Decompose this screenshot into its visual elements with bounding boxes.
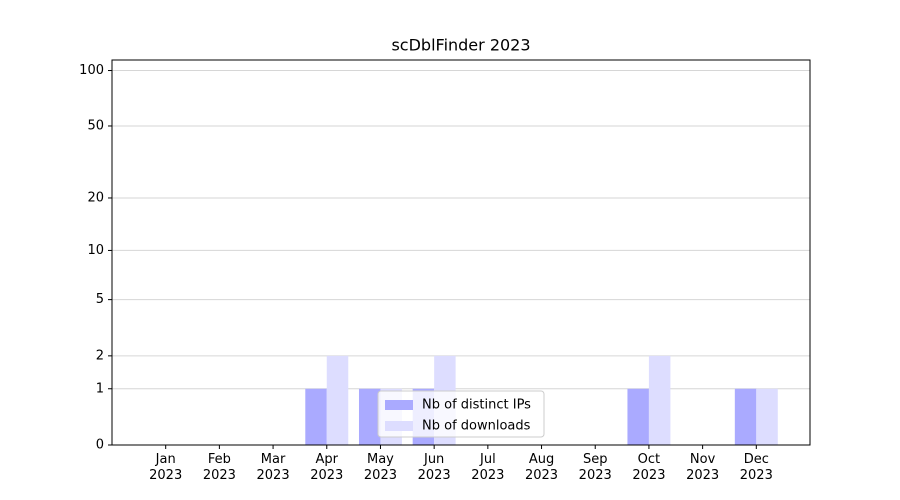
- legend: Nb of distinct IPs Nb of downloads: [377, 390, 545, 438]
- bar: [756, 388, 778, 445]
- bar: [305, 388, 327, 445]
- x-tick-label: Feb 2023: [202, 452, 236, 483]
- x-tick-label: Jan 2023: [149, 452, 183, 483]
- legend-swatch: [385, 421, 413, 431]
- x-tick-label: Apr 2023: [310, 452, 344, 483]
- x-tick-label: Mar 2023: [256, 452, 290, 483]
- y-tick-label: 5: [96, 292, 104, 307]
- x-tick-label: May 2023: [363, 452, 397, 483]
- x-tick-label: Jul 2023: [471, 452, 505, 483]
- x-tick-label: Aug 2023: [524, 452, 559, 483]
- plot-frame: [111, 59, 811, 446]
- x-tick-label: Nov 2023: [686, 452, 720, 483]
- x-tick-label: Sep 2023: [578, 452, 612, 483]
- y-tick-label: 100: [79, 63, 104, 78]
- y-tick-label: 20: [87, 190, 104, 205]
- grid: [112, 70, 810, 446]
- bar: [734, 388, 757, 445]
- y-tick-label: 10: [87, 243, 104, 258]
- y-tick-label: 1: [96, 381, 104, 396]
- bar: [627, 388, 649, 445]
- y-tick-label: 50: [87, 118, 104, 133]
- chart-title: scDblFinder 2023: [391, 36, 530, 55]
- legend-swatch: [385, 400, 413, 410]
- y-tick-label: 2: [96, 348, 104, 363]
- bar: [648, 355, 671, 445]
- bar: [326, 355, 349, 445]
- x-tick-label: Oct 2023: [632, 452, 666, 483]
- legend-label: Nb of downloads: [422, 419, 531, 434]
- bar: [358, 388, 381, 445]
- legend-box: [377, 390, 545, 438]
- x-tick-label: Jun 2023: [417, 452, 451, 483]
- y-tick-label: 0: [96, 438, 104, 453]
- legend-label: Nb of distinct IPs: [422, 398, 531, 413]
- x-tick-label: Dec 2023: [739, 452, 773, 483]
